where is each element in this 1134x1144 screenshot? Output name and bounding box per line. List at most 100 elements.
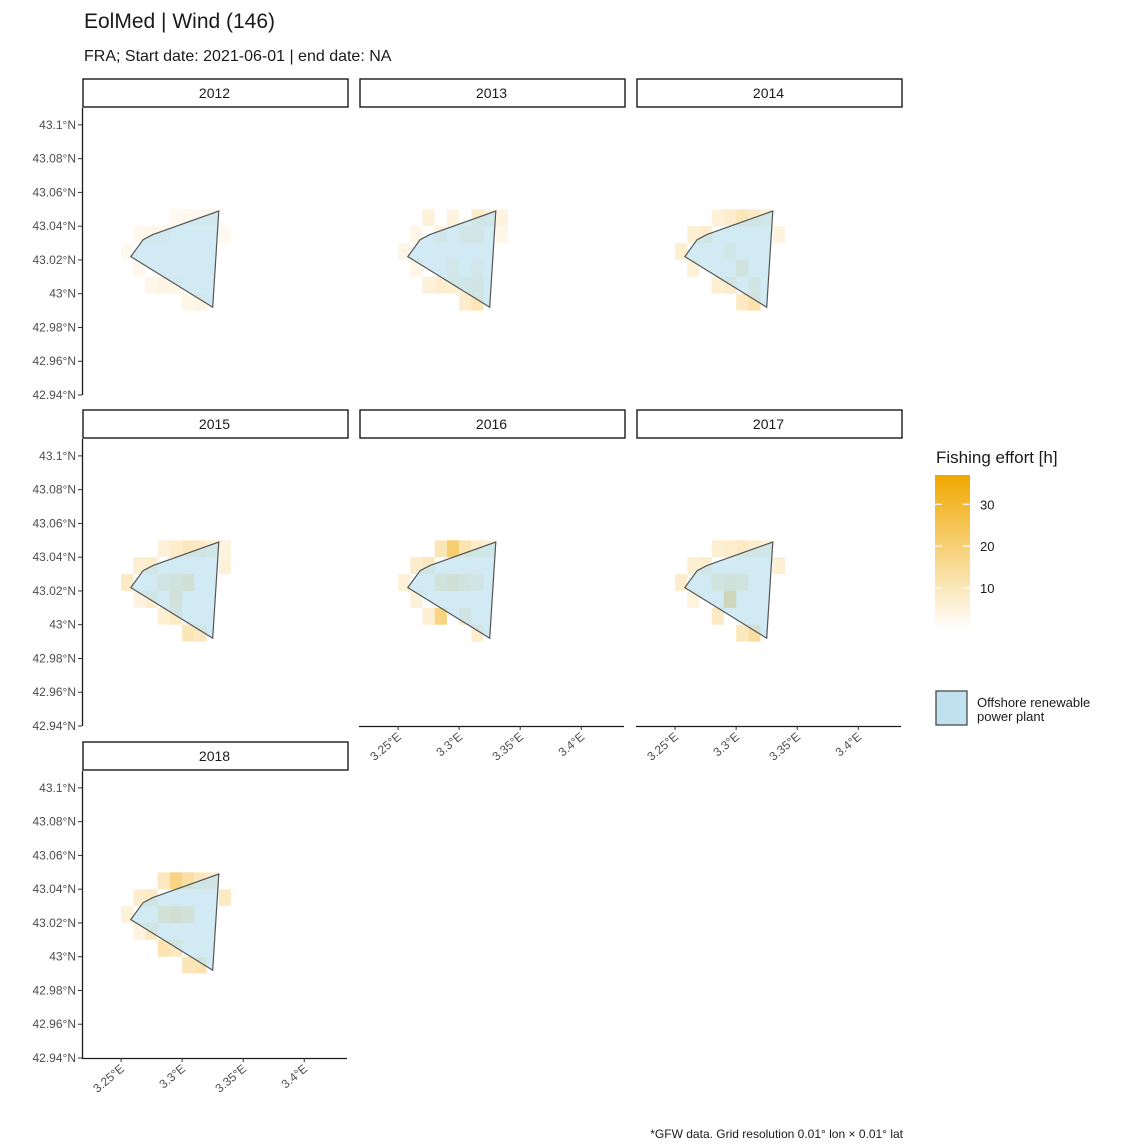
y-tick-label: 43.1°N	[39, 781, 76, 795]
heatmap-cell	[687, 557, 700, 575]
heatmap-cell	[398, 574, 411, 591]
facet-panels: 2012 43.1°N 43.08°N 43.06°N 43.04°N 43.02°N 43…	[33, 78, 903, 1096]
y-tick-label: 42.98°N	[33, 320, 77, 334]
y-tick-label: 43.04°N	[33, 882, 77, 896]
y-tick-label: 43.06°N	[33, 516, 77, 530]
legend-polygon-key	[935, 690, 968, 726]
heatmap-cell	[687, 226, 700, 244]
x-tick-label: 3.3°E	[710, 730, 742, 760]
chart-title: EolMed | Wind (146)	[84, 10, 275, 33]
legend-fill-title: Fishing effort [h]	[936, 448, 1058, 467]
heatmap-cell	[675, 243, 688, 260]
y-tick-label: 43°N	[49, 287, 76, 301]
x-tick-label: 3.35°E	[489, 730, 526, 764]
wind-farm-polygon	[683, 210, 774, 309]
heatmap-cell	[410, 226, 423, 244]
y-tick-label: 42.94°N	[33, 388, 77, 402]
x-tick-label: 3.35°E	[212, 1062, 249, 1096]
wind-farm-polygon	[406, 541, 497, 640]
legend-polygon-label: power plant	[977, 709, 1045, 724]
heatmap-cell	[711, 276, 724, 294]
heatmap-cell	[434, 607, 447, 625]
heatmap-cell	[772, 226, 785, 244]
y-tick-label: 43.02°N	[33, 253, 77, 267]
x-tick-label: 3.3°E	[433, 730, 465, 760]
x-tick-label: 3.4°E	[279, 1062, 311, 1092]
facet-strip-label: 2016	[476, 416, 507, 432]
legend: Fishing effort [h] 10 20 30 Offshore renewa…	[935, 448, 1090, 726]
panel-2015: 2015 43.1°N 43.08°N 43.06°N 43.04°N 43.02°N 43…	[33, 409, 349, 733]
y-tick-label: 43.08°N	[33, 483, 77, 497]
heatmap-cell	[711, 209, 724, 227]
chart-subtitle: FRA; Start date: 2021-06-01 | end date: …	[84, 48, 392, 65]
heatmap-cell	[218, 540, 231, 558]
facet-strip-label: 2012	[199, 85, 230, 101]
panel-2018: 2018 43.1°N 43.08°N 43.06°N 43.04°N 43.02°N 43…	[33, 741, 349, 1096]
y-tick-label: 43°N	[49, 950, 76, 964]
heatmap-cell	[182, 293, 195, 311]
heatmap-cell	[495, 209, 508, 227]
y-tick-label: 43.06°N	[33, 848, 77, 862]
heatmap-cell	[121, 243, 134, 260]
heatmap-cell	[133, 557, 146, 575]
wind-farm-polygon	[129, 210, 220, 309]
legend-tick-label: 20	[980, 539, 994, 554]
heatmap-cell	[157, 607, 170, 625]
y-tick-label: 42.96°N	[33, 354, 77, 368]
heatmap-cell	[723, 540, 737, 558]
y-tick-label: 42.94°N	[33, 1051, 77, 1065]
x-tick-label: 3.4°E	[556, 730, 588, 760]
heatmap-cell	[711, 607, 724, 625]
heatmap-cell	[157, 872, 170, 890]
heatmap-cell	[398, 243, 411, 260]
heatmap-cell	[133, 889, 146, 907]
x-tick-label: 3.25°E	[90, 1062, 127, 1096]
heatmap-cell	[736, 293, 749, 311]
heatmap-cell	[121, 906, 134, 923]
y-tick-label: 43.04°N	[33, 550, 77, 564]
heatmap-cell	[723, 209, 737, 227]
facet-strip	[82, 741, 349, 771]
heatmap-cell	[182, 956, 195, 974]
panel-2012: 2012 43.1°N 43.08°N 43.06°N 43.04°N 43.02°N 43…	[33, 78, 349, 402]
wind-farm-polygon	[683, 541, 774, 640]
facet-strip	[359, 78, 626, 108]
heatmap-cell	[495, 226, 508, 244]
legend-tick-label: 30	[980, 497, 994, 512]
x-tick-label: 3.25°E	[644, 730, 681, 764]
heatmap-cell	[157, 276, 170, 294]
y-tick-label: 43.08°N	[33, 152, 77, 166]
x-tick-label: 3.3°E	[156, 1062, 188, 1092]
facet-strip	[636, 409, 903, 439]
heatmap-cell	[169, 872, 183, 890]
heatmap-cell	[218, 557, 231, 575]
facet-strip	[82, 409, 349, 439]
y-tick-label: 42.94°N	[33, 719, 77, 733]
x-tick-label: 3.4°E	[833, 730, 865, 760]
wind-farm-polygon	[406, 210, 497, 309]
panel-2017: 2017 3.25°E 3.3°E 3.35°E 3.4°E	[636, 409, 903, 764]
y-tick-label: 42.98°N	[33, 651, 77, 665]
y-tick-label: 43.08°N	[33, 815, 77, 829]
heatmap-cell	[218, 226, 231, 244]
y-tick-label: 43.1°N	[39, 118, 76, 132]
heatmap-cell	[422, 209, 435, 227]
heatmap-cell	[218, 889, 231, 907]
facet-strip-label: 2017	[753, 416, 784, 432]
heatmap-cell	[121, 574, 134, 591]
x-tick-label: 3.25°E	[367, 730, 404, 764]
y-tick-label: 43.02°N	[33, 916, 77, 930]
heatmap-cell	[446, 540, 460, 558]
chart-caption: *GFW data. Grid resolution 0.01° lon × 0…	[650, 1127, 903, 1141]
heatmap-cell	[736, 624, 749, 642]
y-tick-label: 42.96°N	[33, 685, 77, 699]
panel-2014: 2014	[636, 78, 903, 311]
facet-strip	[359, 409, 626, 439]
heatmap-cell	[410, 557, 423, 575]
facet-strip-label: 2018	[199, 748, 230, 764]
y-tick-label: 43.1°N	[39, 449, 76, 463]
panel-2016: 2016 3.25°E 3.3°E 3.35°E 3.4°E	[359, 409, 626, 764]
heatmap-cell	[422, 276, 435, 294]
heatmap-cell	[182, 624, 195, 642]
heatmap-cell	[446, 209, 460, 227]
